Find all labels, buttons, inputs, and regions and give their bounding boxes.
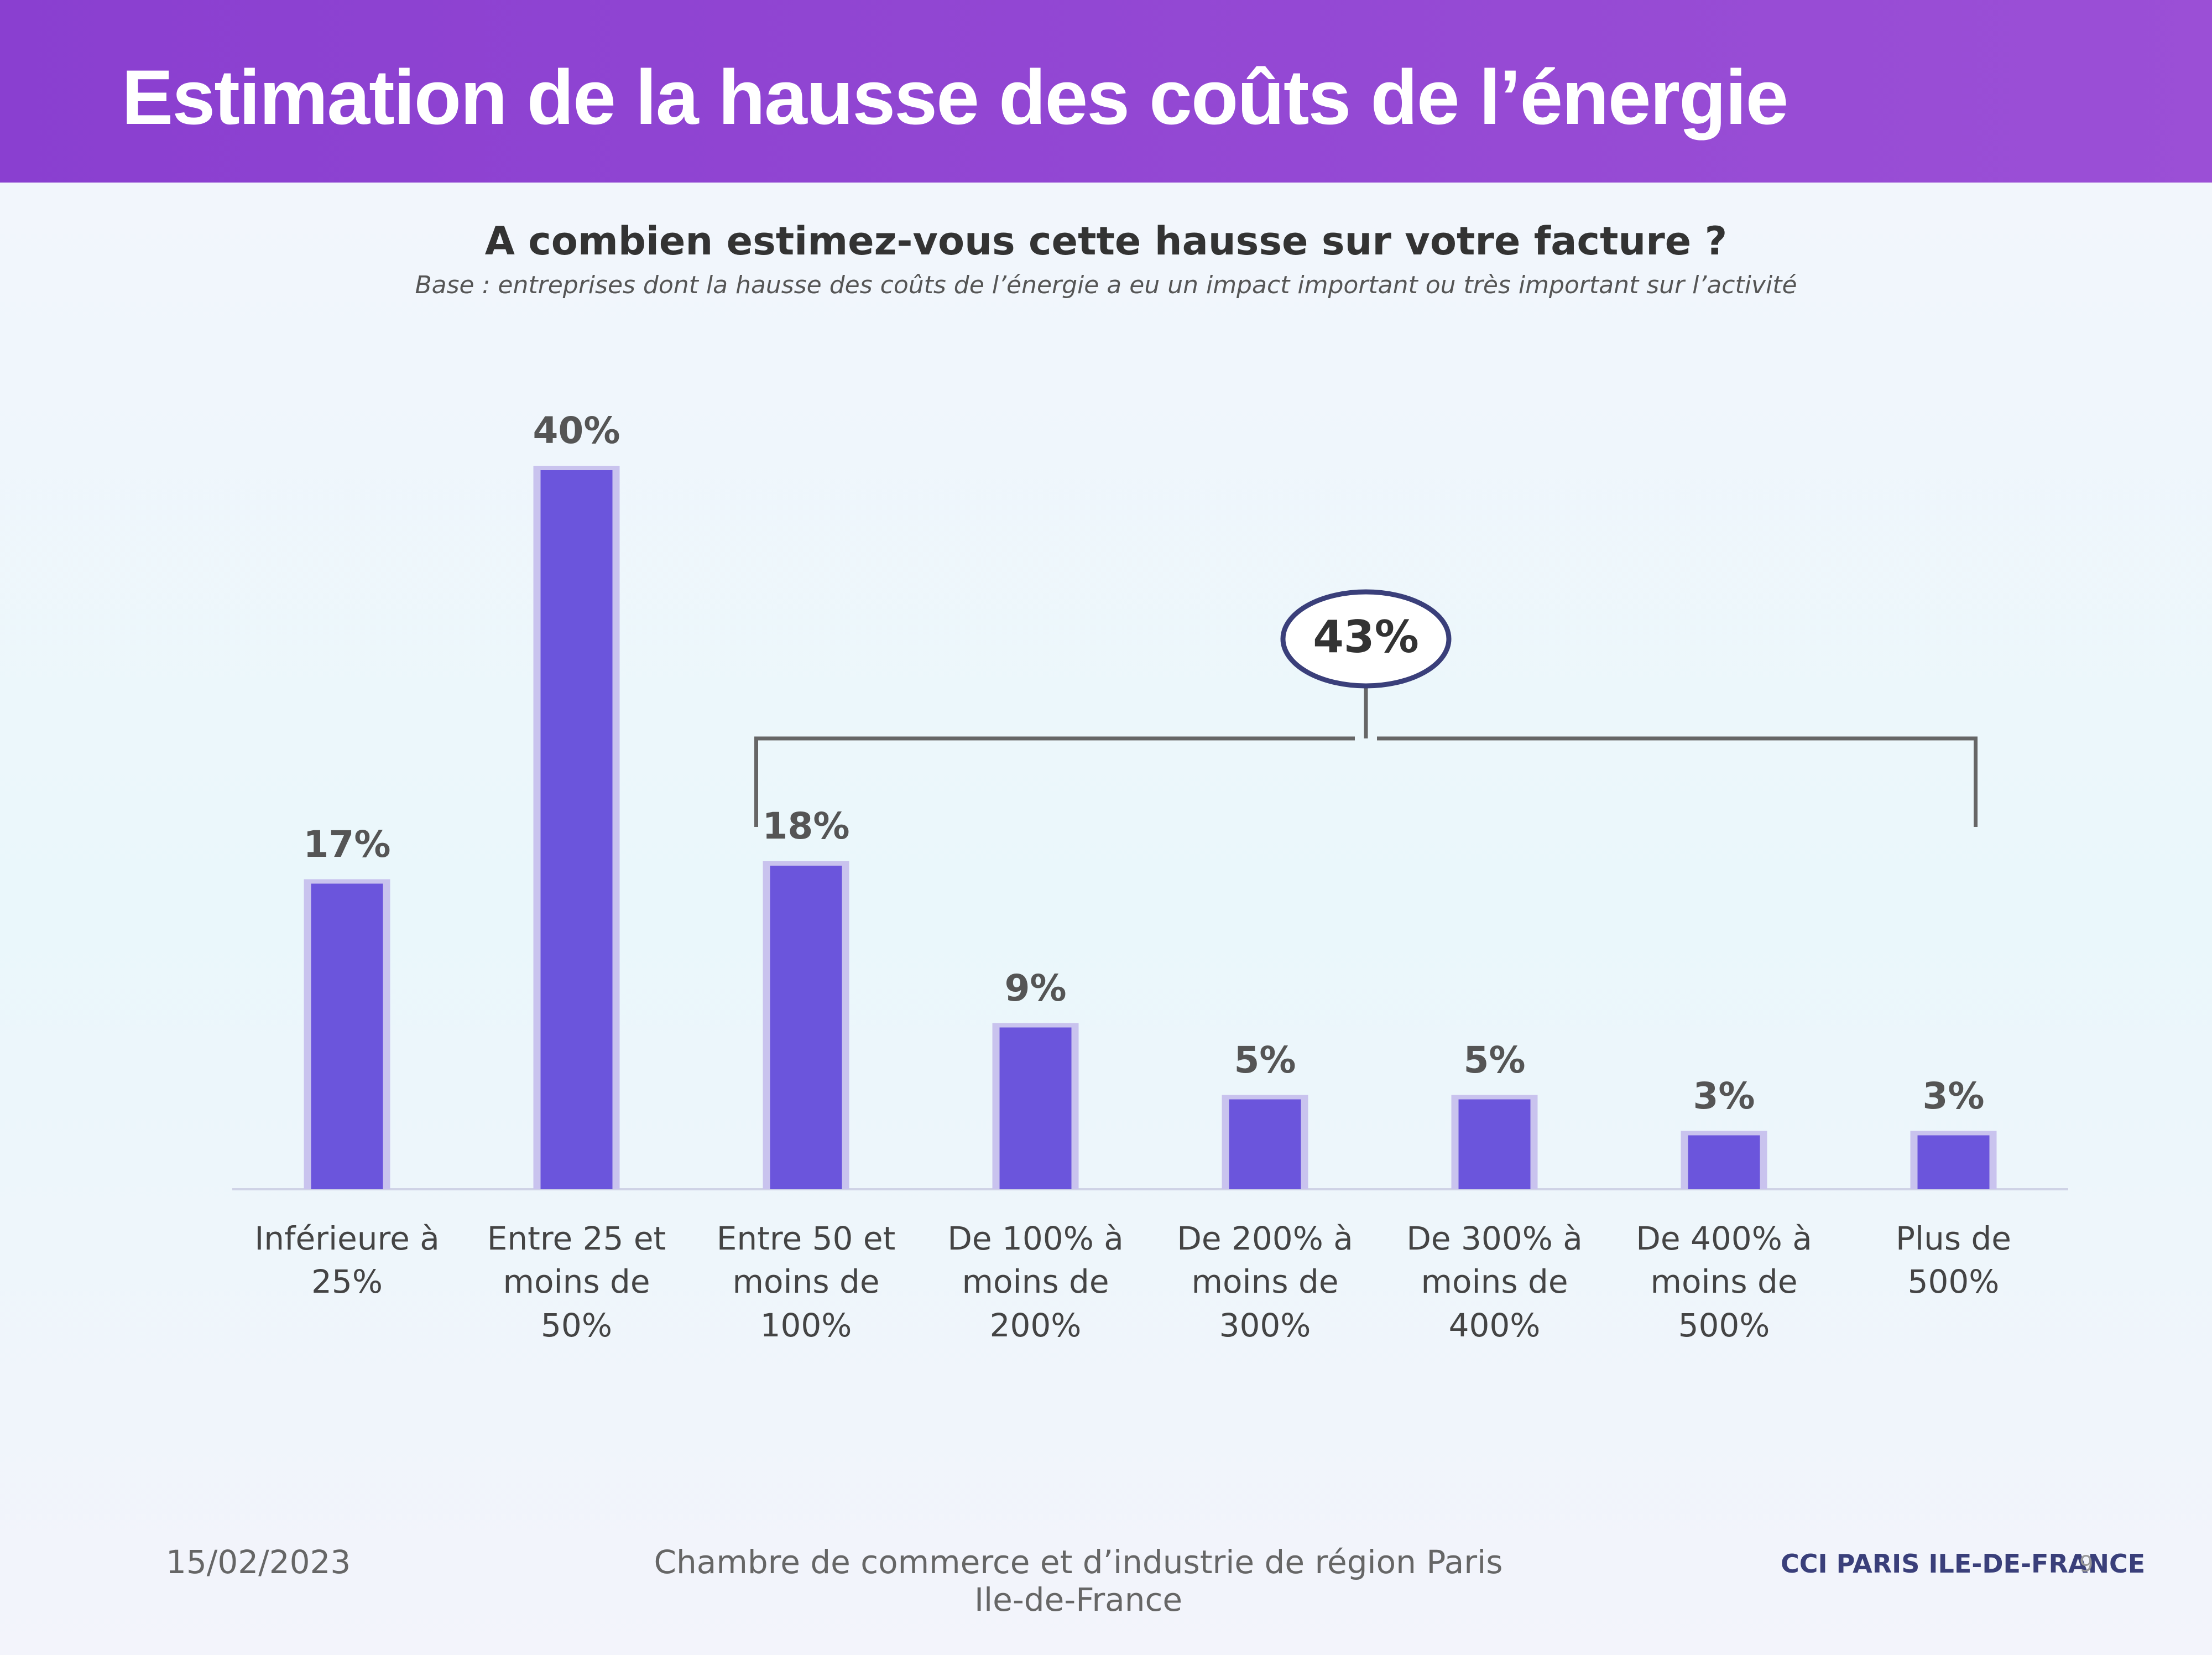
bracket xyxy=(754,678,1978,827)
bar xyxy=(1458,1099,1531,1189)
x-tick-label: De 100% à moins de 200% xyxy=(947,1220,1124,1344)
bar xyxy=(770,866,842,1189)
annotation-circle xyxy=(1280,589,1452,689)
bar xyxy=(311,883,383,1189)
bar xyxy=(540,470,613,1189)
x-tick-label: De 200% à moins de 300% xyxy=(1177,1220,1353,1344)
footer-date: 15/02/2023 xyxy=(166,1543,351,1581)
annotation: 43% xyxy=(1313,611,1419,663)
chart-note: Base : entreprises dont la hausse des co… xyxy=(415,271,1797,299)
value-label: 17% xyxy=(303,823,391,866)
x-tick-label: De 400% à moins de 500% xyxy=(1636,1220,1812,1344)
value-label: 40% xyxy=(533,409,620,452)
footer-organization: Chambre de commerce et d’industrie de ré… xyxy=(654,1543,1503,1618)
bar xyxy=(1688,1135,1760,1189)
value-label: 5% xyxy=(1234,1038,1296,1081)
x-tick-label: Plus de 500% xyxy=(1895,1220,2011,1301)
value-label: 3% xyxy=(1922,1074,1985,1117)
x-tick-label: Entre 25 et moins de 50% xyxy=(487,1220,666,1344)
bar xyxy=(1229,1099,1301,1189)
chart-subtitle: A combien estimez-vous cette hausse sur … xyxy=(484,218,1728,264)
value-label: 5% xyxy=(1463,1038,1526,1081)
bar xyxy=(999,1027,1072,1189)
x-tick-label: Entre 50 et moins de 100% xyxy=(716,1220,896,1344)
page-number: 9 xyxy=(2079,1552,2094,1577)
title-bar xyxy=(0,0,2212,183)
bar xyxy=(1917,1135,1990,1189)
value-label: 9% xyxy=(1004,966,1067,1009)
x-tick-label: Inférieure à 25% xyxy=(254,1220,440,1301)
value-label: 3% xyxy=(1693,1074,1755,1117)
footer-logo: CCI PARIS ILE-DE-FRANCE xyxy=(1781,1549,2146,1579)
chart-title: Estimation de la hausse des coûts de l’é… xyxy=(122,54,1788,140)
value-label: 18% xyxy=(762,805,850,847)
x-tick-label: De 300% à moins de 400% xyxy=(1406,1220,1583,1344)
